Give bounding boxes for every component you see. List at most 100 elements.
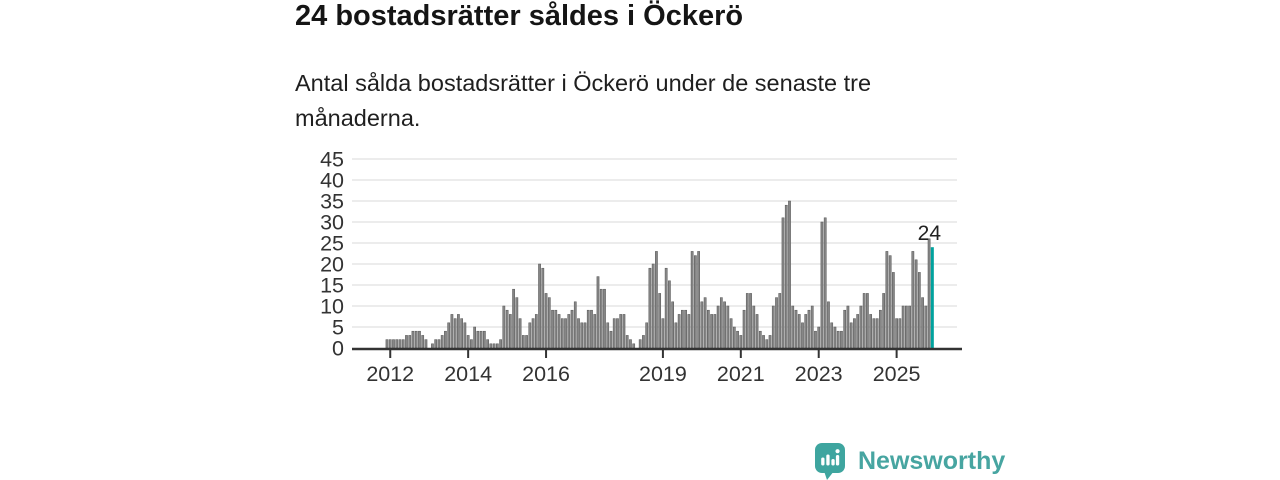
highlighted-bar [930,247,934,348]
bar [892,272,895,349]
y-axis-tick-label: 15 [320,274,344,298]
bar [508,314,512,349]
bar [586,309,590,349]
bar [814,330,817,349]
bar [385,339,389,349]
x-axis-tick-label: 2021 [717,362,765,386]
bar [398,339,402,349]
bar [758,330,762,349]
bar [719,297,723,349]
page-title: 24 bostadsrätter såldes i Öckerö [295,0,744,32]
bar [554,309,558,349]
bar [470,339,473,349]
bar [700,301,704,349]
bar [476,330,480,349]
bar [473,326,476,349]
bar [625,335,629,349]
bar [401,339,405,349]
bar [749,293,752,349]
bar [570,309,574,349]
bar [668,280,671,349]
bar [810,305,814,349]
bar [801,322,804,349]
bar [392,339,395,349]
bar [869,314,873,349]
bar [573,301,577,349]
bar [895,318,898,349]
bar [512,288,515,349]
bar [888,255,892,349]
bar [414,330,418,349]
newsworthy-bubble-icon [815,443,845,480]
bar [791,305,795,349]
bar [515,297,519,349]
bar [645,322,649,349]
bar [551,309,554,349]
bar [580,322,584,349]
bar [518,318,522,349]
y-axis-tick-label: 30 [320,211,344,235]
bar [713,314,717,349]
bar [917,272,921,349]
bar [778,293,782,349]
bar [882,293,885,349]
bar [408,335,412,349]
bar [755,314,759,349]
bar [492,343,496,349]
bar [567,314,571,349]
bar [411,330,415,349]
bar [450,314,454,349]
bar [593,314,597,349]
bar [544,293,548,349]
bar [804,314,808,349]
y-axis-tick-label: 35 [320,190,344,214]
bar [784,204,788,349]
bar [726,305,730,349]
bar [716,305,720,349]
x-axis-tick-label: 2014 [444,362,492,386]
x-axis-tick-label: 2016 [522,362,570,386]
bar [460,318,464,349]
bar [505,309,509,349]
bar [836,330,840,349]
bar [739,335,743,349]
bar [817,326,821,349]
bar [856,314,860,349]
bar [866,293,869,349]
newsworthy-logo: Newsworthy [814,442,1005,480]
y-axis-tick-label: 0 [332,337,344,361]
bar [388,339,392,349]
x-axis-tick-label: 2025 [873,362,921,386]
bar [395,339,399,349]
y-axis-tick-label: 40 [320,169,344,193]
bar [632,343,636,349]
bar [927,238,931,349]
bar [853,318,856,349]
bar [732,326,736,349]
bar [781,217,785,349]
bar [768,335,772,349]
bar [541,267,545,349]
bar [483,330,486,349]
bar [525,335,528,349]
bar [736,330,739,349]
bar [658,293,662,349]
bar [499,339,502,349]
bar [729,318,733,349]
last-value-label: 24 [918,222,942,245]
bar [655,251,658,349]
bar [703,297,707,349]
bar [674,322,678,349]
bar [849,322,853,349]
bar [564,318,567,349]
bar [723,301,726,349]
bar [765,339,769,349]
bar [742,309,746,349]
bar [788,200,791,349]
bar [547,297,551,349]
bar [827,301,830,349]
bar [583,322,587,349]
bar [872,318,876,349]
bar [629,339,632,349]
